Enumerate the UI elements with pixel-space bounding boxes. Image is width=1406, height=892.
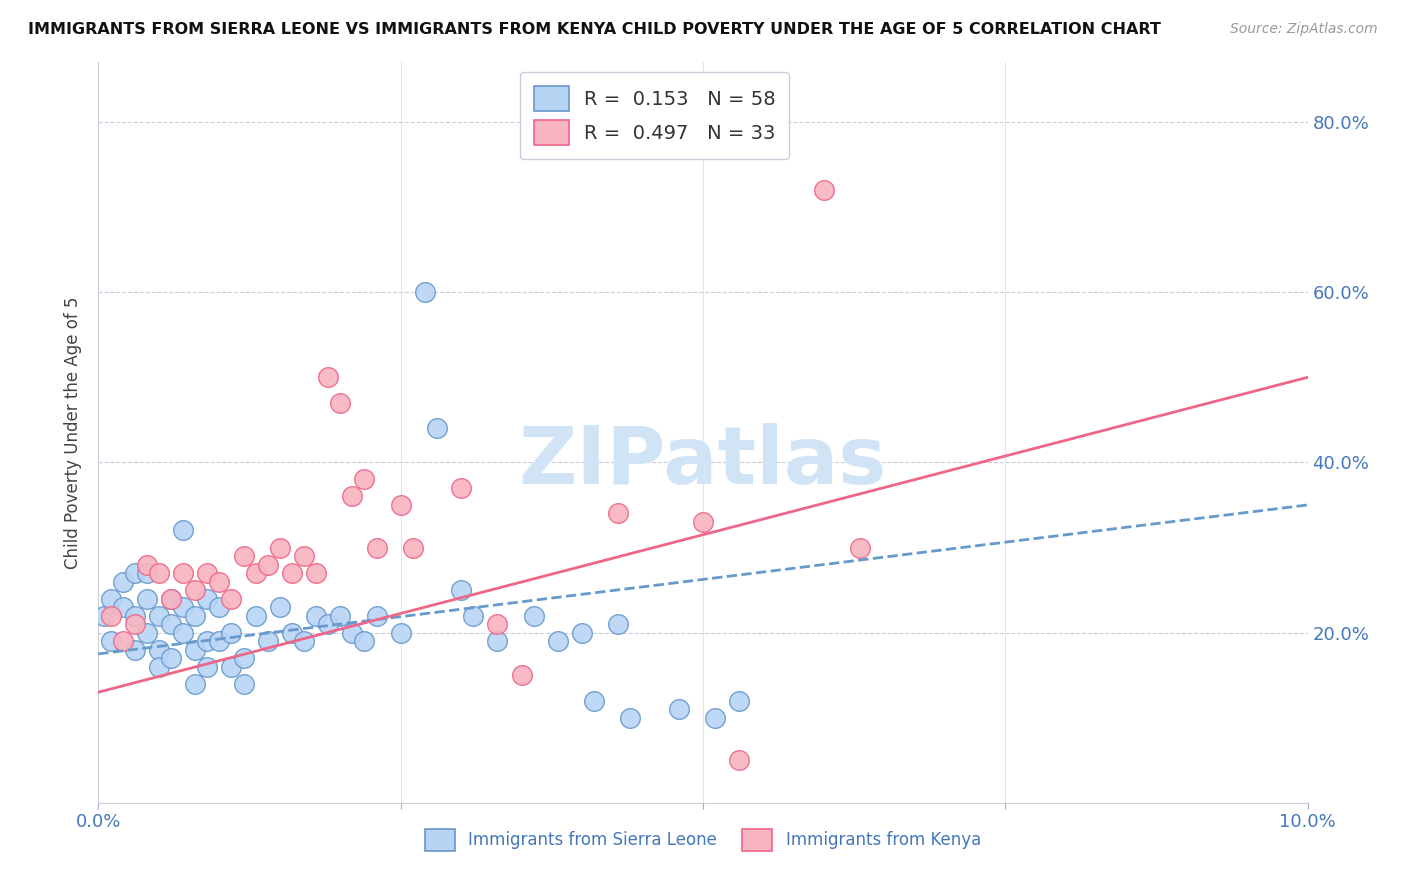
- Point: [172, 566, 194, 580]
- Point: [305, 608, 328, 623]
- Point: [195, 634, 218, 648]
- Point: [172, 625, 194, 640]
- Point: [486, 634, 509, 648]
- Y-axis label: Child Poverty Under the Age of 5: Child Poverty Under the Age of 5: [65, 296, 83, 569]
- Point: [172, 524, 194, 538]
- Point: [135, 591, 157, 606]
- Point: [160, 591, 183, 606]
- Point: [160, 591, 183, 606]
- Point: [221, 591, 243, 606]
- Point: [148, 642, 170, 657]
- Point: [389, 625, 412, 640]
- Point: [135, 558, 157, 572]
- Point: [728, 694, 751, 708]
- Point: [111, 634, 134, 648]
- Point: [547, 634, 569, 648]
- Point: [135, 566, 157, 580]
- Point: [316, 370, 339, 384]
- Point: [208, 600, 231, 615]
- Point: [342, 490, 364, 504]
- Point: [292, 634, 315, 648]
- Point: [160, 651, 183, 665]
- Point: [111, 574, 134, 589]
- Point: [292, 549, 315, 563]
- Point: [849, 541, 872, 555]
- Point: [100, 634, 122, 648]
- Point: [281, 566, 304, 580]
- Point: [281, 625, 304, 640]
- Point: [413, 285, 436, 300]
- Text: ZIPatlas: ZIPatlas: [519, 423, 887, 501]
- Point: [100, 608, 122, 623]
- Point: [426, 421, 449, 435]
- Point: [704, 711, 727, 725]
- Point: [93, 608, 115, 623]
- Point: [607, 617, 630, 632]
- Point: [100, 591, 122, 606]
- Point: [329, 396, 352, 410]
- Point: [450, 582, 472, 597]
- Point: [245, 566, 267, 580]
- Point: [184, 642, 207, 657]
- Point: [366, 541, 388, 555]
- Point: [221, 659, 243, 673]
- Point: [245, 608, 267, 623]
- Point: [510, 668, 533, 682]
- Point: [463, 608, 485, 623]
- Point: [124, 566, 146, 580]
- Point: [583, 694, 606, 708]
- Point: [329, 608, 352, 623]
- Point: [607, 507, 630, 521]
- Point: [124, 617, 146, 632]
- Point: [619, 711, 641, 725]
- Point: [124, 608, 146, 623]
- Point: [402, 541, 425, 555]
- Point: [366, 608, 388, 623]
- Point: [195, 566, 218, 580]
- Point: [232, 676, 254, 690]
- Point: [148, 566, 170, 580]
- Point: [353, 472, 375, 486]
- Point: [232, 549, 254, 563]
- Point: [208, 574, 231, 589]
- Point: [353, 634, 375, 648]
- Point: [148, 659, 170, 673]
- Point: [571, 625, 593, 640]
- Point: [184, 676, 207, 690]
- Point: [450, 481, 472, 495]
- Legend: Immigrants from Sierra Leone, Immigrants from Kenya: Immigrants from Sierra Leone, Immigrants…: [419, 822, 987, 857]
- Point: [523, 608, 546, 623]
- Point: [668, 702, 690, 716]
- Point: [305, 566, 328, 580]
- Point: [256, 558, 278, 572]
- Point: [269, 541, 291, 555]
- Text: Source: ZipAtlas.com: Source: ZipAtlas.com: [1230, 22, 1378, 37]
- Point: [124, 642, 146, 657]
- Text: IMMIGRANTS FROM SIERRA LEONE VS IMMIGRANTS FROM KENYA CHILD POVERTY UNDER THE AG: IMMIGRANTS FROM SIERRA LEONE VS IMMIGRAN…: [28, 22, 1161, 37]
- Point: [813, 183, 835, 197]
- Point: [728, 753, 751, 767]
- Point: [195, 591, 218, 606]
- Point: [184, 608, 207, 623]
- Point: [208, 634, 231, 648]
- Point: [184, 582, 207, 597]
- Point: [269, 600, 291, 615]
- Point: [148, 608, 170, 623]
- Point: [221, 625, 243, 640]
- Point: [195, 659, 218, 673]
- Point: [342, 625, 364, 640]
- Point: [692, 515, 714, 529]
- Point: [389, 498, 412, 512]
- Point: [316, 617, 339, 632]
- Point: [256, 634, 278, 648]
- Point: [111, 600, 134, 615]
- Point: [486, 617, 509, 632]
- Point: [160, 617, 183, 632]
- Point: [172, 600, 194, 615]
- Point: [135, 625, 157, 640]
- Point: [232, 651, 254, 665]
